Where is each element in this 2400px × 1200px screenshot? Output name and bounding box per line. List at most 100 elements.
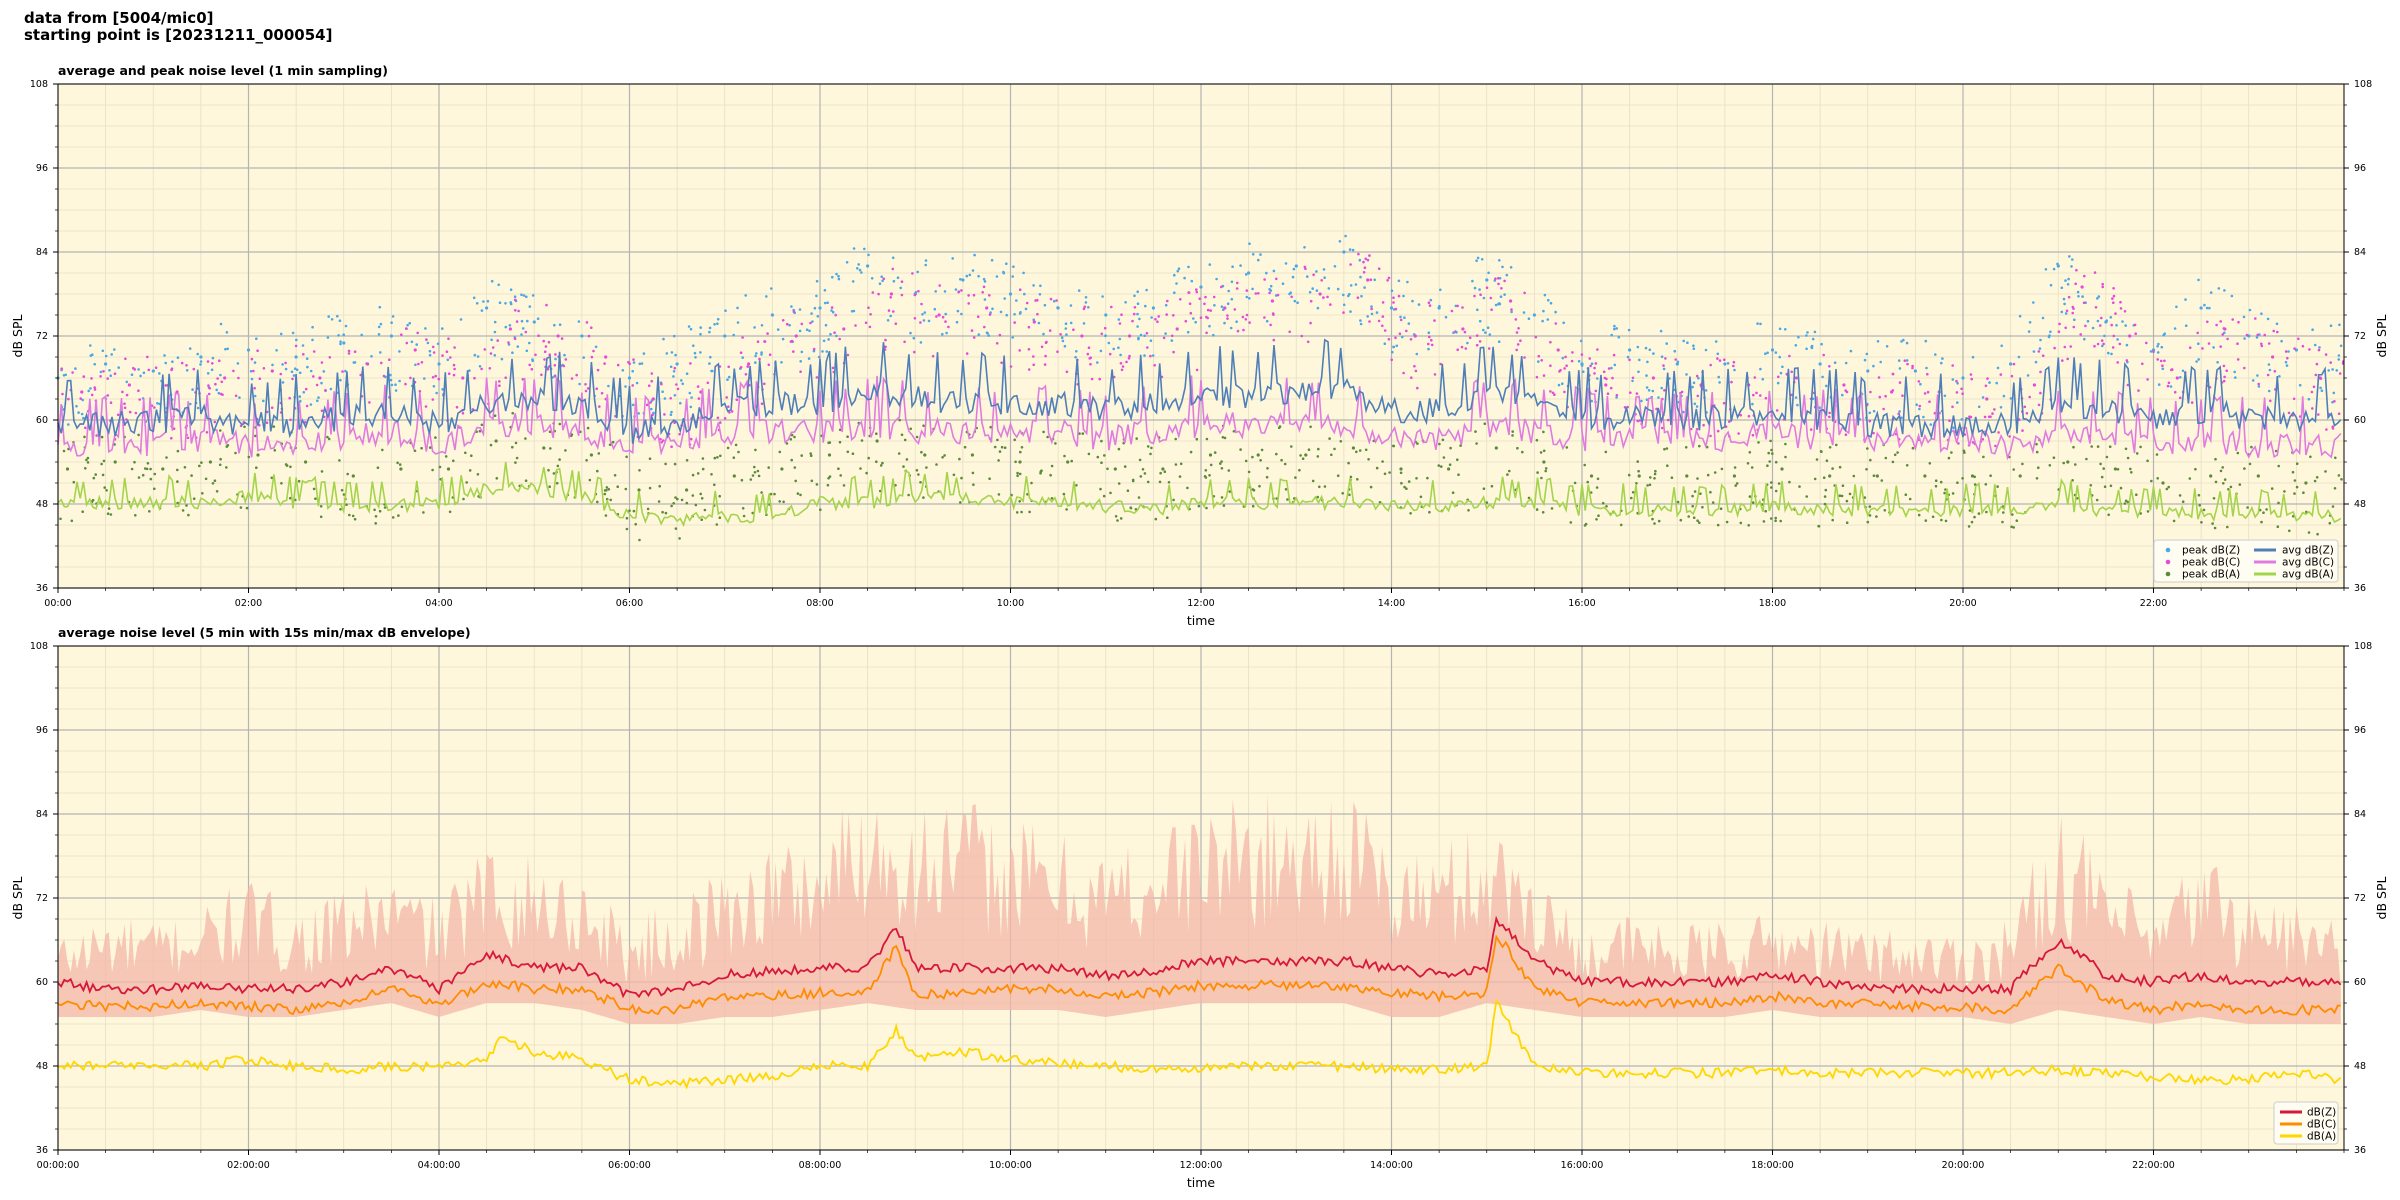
peak-data-point xyxy=(1828,474,1832,478)
peak-dot xyxy=(741,507,745,510)
peak-dot xyxy=(1082,307,1086,311)
peak-data-point xyxy=(389,334,393,338)
peak-data-point xyxy=(2199,306,2203,310)
peak-dot xyxy=(1300,334,1304,338)
peak-dot xyxy=(760,351,763,354)
peak-dot xyxy=(453,346,456,349)
peak-dot xyxy=(1652,352,1655,355)
peak-dot xyxy=(2010,374,2014,378)
peak-dot xyxy=(744,294,747,297)
peak-dot xyxy=(2267,363,2271,366)
peak-dot xyxy=(434,436,437,439)
peak-dot xyxy=(719,454,722,458)
peak-dot xyxy=(483,348,487,351)
peak-dot xyxy=(713,323,716,326)
peak-dot xyxy=(1197,504,1201,508)
peak-dot xyxy=(339,342,342,346)
peak-dot xyxy=(746,365,749,368)
peak-dot xyxy=(1757,441,1760,444)
peak-dot xyxy=(2181,369,2185,373)
peak-dot xyxy=(522,294,526,297)
peak-dot xyxy=(424,327,427,330)
peak-dot xyxy=(1584,522,1588,526)
peak-dot xyxy=(1956,401,1959,404)
peak-dot xyxy=(204,477,208,481)
peak-dot xyxy=(560,337,564,340)
peak-dot xyxy=(528,305,532,308)
peak-dot xyxy=(1635,392,1639,395)
peak-dot xyxy=(1413,364,1416,368)
peak-dot xyxy=(1663,389,1666,392)
peak-dot xyxy=(1151,354,1155,357)
peak-dot xyxy=(1956,481,1959,485)
peak-dot xyxy=(1150,446,1153,450)
peak-dot xyxy=(753,471,757,474)
peak-dot xyxy=(870,277,874,280)
peak-dot xyxy=(2287,411,2291,415)
peak-dot xyxy=(1610,366,1613,370)
peak-dot xyxy=(2149,350,2153,353)
peak-dot xyxy=(1433,319,1436,322)
peak-dot xyxy=(2273,370,2277,373)
peak-dot xyxy=(1362,260,1365,264)
peak-dot xyxy=(2109,484,2113,488)
peak-dot xyxy=(1926,372,1929,376)
peak-dot xyxy=(2083,337,2086,341)
peak-dot xyxy=(1497,340,1501,344)
peak-dot xyxy=(1653,477,1656,480)
peak-dot xyxy=(380,361,383,365)
peak-dot xyxy=(2190,401,2194,404)
peak-dot xyxy=(662,337,665,341)
peak-dot xyxy=(1356,478,1359,481)
y-tick-label: 108 xyxy=(30,79,48,90)
peak-dot xyxy=(669,365,673,369)
peak-dot xyxy=(1144,304,1147,308)
peak-dot xyxy=(1922,415,1925,419)
peak-dot xyxy=(1409,338,1413,341)
peak-data-point xyxy=(1913,369,1917,373)
peak-dot xyxy=(1522,311,1526,314)
peak-dot xyxy=(1065,370,1069,374)
peak-dot xyxy=(509,288,513,292)
peak-dot xyxy=(1848,492,1852,496)
peak-dot xyxy=(504,302,507,305)
report-header: data from [5004/mic0] starting point is … xyxy=(24,10,332,44)
peak-dot xyxy=(537,334,540,338)
peak-dot xyxy=(691,494,695,497)
peak-dot xyxy=(678,537,681,540)
peak-dot xyxy=(632,509,636,513)
peak-dot xyxy=(609,498,612,502)
peak-dot xyxy=(432,351,436,354)
peak-dot xyxy=(596,500,599,504)
peak-dot xyxy=(1430,343,1434,347)
peak-dot xyxy=(1868,419,1872,423)
peak-dot xyxy=(718,516,722,519)
peak-dot xyxy=(922,496,925,499)
peak-dot xyxy=(1498,259,1501,262)
peak-dot xyxy=(800,454,803,457)
peak-dot xyxy=(1013,313,1016,316)
peak-dot xyxy=(1266,467,1269,470)
peak-dot xyxy=(1141,468,1145,471)
peak-dot xyxy=(1610,333,1613,337)
peak-dot xyxy=(674,527,678,530)
peak-dot xyxy=(1060,336,1064,340)
peak-dot xyxy=(67,397,70,401)
peak-dot xyxy=(638,538,641,542)
peak-dot xyxy=(272,425,276,428)
peak-dot xyxy=(1257,292,1260,295)
peak-dot xyxy=(1766,464,1769,468)
peak-dot xyxy=(1589,364,1592,368)
peak-dot xyxy=(1510,308,1513,311)
peak-dot xyxy=(1501,265,1504,269)
peak-dot xyxy=(1342,303,1346,307)
peak-dot xyxy=(1911,364,1914,368)
peak-dot xyxy=(2276,525,2280,528)
peak-dot xyxy=(337,334,340,337)
peak-dot xyxy=(447,337,450,341)
peak-dot xyxy=(406,323,409,327)
peak-dot xyxy=(1662,364,1665,367)
y-tick-label: 36 xyxy=(36,583,48,594)
peak-dot xyxy=(699,326,702,329)
peak-dot xyxy=(1615,396,1618,399)
